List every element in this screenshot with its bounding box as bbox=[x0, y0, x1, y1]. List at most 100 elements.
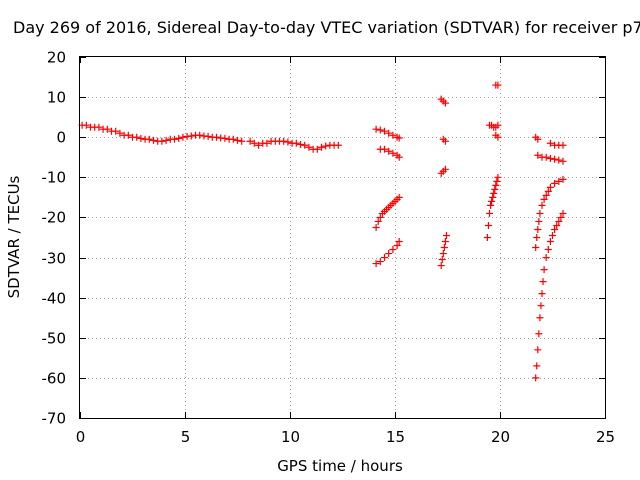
data-point bbox=[116, 129, 124, 137]
data-point bbox=[395, 134, 403, 142]
series-arc-8 bbox=[439, 135, 449, 145]
x-tick-label: 5 bbox=[181, 428, 191, 446]
data-point bbox=[542, 153, 550, 161]
y-axis-label: SDTVAR / TECUs bbox=[5, 175, 23, 298]
data-point bbox=[213, 133, 220, 141]
data-point bbox=[95, 123, 103, 131]
x-tick-label: 20 bbox=[491, 428, 510, 446]
data-point bbox=[559, 157, 567, 165]
data-point bbox=[389, 149, 397, 157]
chart-title: Day 269 of 2016, Sidereal Day-to-day VTE… bbox=[13, 18, 640, 37]
x-tick-label: 0 bbox=[76, 428, 86, 446]
data-point bbox=[535, 217, 543, 225]
series-arc-15 bbox=[532, 133, 542, 143]
data-point bbox=[437, 262, 445, 270]
data-point bbox=[532, 374, 540, 382]
data-point bbox=[389, 246, 397, 254]
data-point bbox=[536, 314, 544, 322]
data-point bbox=[537, 302, 545, 310]
data-point bbox=[124, 131, 132, 139]
data-point bbox=[438, 256, 446, 264]
data-point bbox=[395, 153, 403, 161]
series-arc-7 bbox=[437, 95, 449, 107]
data-point bbox=[250, 139, 258, 147]
data-point bbox=[555, 217, 563, 225]
data-point bbox=[381, 127, 388, 135]
data-point bbox=[374, 217, 382, 225]
data-point bbox=[534, 346, 542, 354]
data-point bbox=[483, 234, 491, 241]
data-point bbox=[112, 127, 120, 135]
series-arc-5 bbox=[372, 193, 403, 231]
y-tick-label: -40 bbox=[42, 290, 67, 308]
data-point bbox=[334, 141, 342, 149]
data-point bbox=[246, 137, 254, 145]
data-point bbox=[372, 125, 380, 133]
data-point bbox=[544, 187, 552, 195]
data-point bbox=[280, 137, 288, 145]
x-tick-label: 25 bbox=[596, 428, 615, 446]
series-arc-17 bbox=[546, 139, 567, 149]
data-point bbox=[385, 250, 393, 258]
data-point bbox=[539, 278, 547, 286]
data-point bbox=[536, 209, 544, 217]
data-point bbox=[376, 258, 384, 266]
data-point bbox=[441, 165, 449, 173]
data-point bbox=[494, 173, 502, 181]
data-point bbox=[376, 126, 384, 134]
series-arc-14 bbox=[483, 173, 502, 241]
data-point bbox=[559, 209, 567, 217]
data-point bbox=[395, 193, 403, 201]
data-point bbox=[493, 177, 501, 185]
x-tick-label: 15 bbox=[386, 428, 405, 446]
data-point bbox=[546, 154, 554, 162]
data-point bbox=[313, 145, 321, 153]
data-point bbox=[389, 131, 397, 139]
data-point bbox=[162, 136, 170, 144]
data-point bbox=[393, 242, 401, 250]
data-point bbox=[385, 147, 393, 155]
data-point bbox=[494, 81, 502, 89]
data-point bbox=[322, 142, 330, 150]
data-point bbox=[488, 197, 496, 205]
data-point bbox=[255, 141, 262, 149]
data-point bbox=[533, 234, 541, 241]
data-point bbox=[372, 223, 380, 231]
y-tick-label: -50 bbox=[42, 330, 67, 348]
data-point bbox=[538, 201, 546, 209]
data-point bbox=[440, 244, 448, 252]
data-point bbox=[494, 133, 502, 141]
data-point bbox=[150, 136, 157, 144]
data-point bbox=[133, 133, 141, 141]
data-point bbox=[492, 181, 500, 189]
x-tick-label: 10 bbox=[281, 428, 300, 446]
data-point bbox=[484, 221, 492, 229]
data-point bbox=[381, 145, 388, 153]
series-arc-11 bbox=[492, 81, 502, 89]
data-point bbox=[546, 183, 554, 191]
data-point bbox=[441, 137, 449, 145]
data-point bbox=[540, 195, 548, 203]
data-point bbox=[549, 231, 556, 239]
data-point bbox=[318, 143, 325, 151]
y-tick-label: -70 bbox=[42, 410, 67, 428]
data-point bbox=[301, 141, 309, 149]
data-point bbox=[559, 175, 567, 183]
data-point bbox=[551, 155, 559, 163]
series-arc-19 bbox=[532, 209, 567, 382]
data-point bbox=[542, 191, 550, 199]
data-points bbox=[78, 81, 567, 382]
y-tick-label: -60 bbox=[42, 370, 67, 388]
data-point bbox=[534, 225, 542, 233]
series-arc-3 bbox=[372, 125, 403, 142]
data-point bbox=[145, 135, 153, 143]
data-point bbox=[234, 136, 241, 144]
y-tick-label: 10 bbox=[47, 89, 66, 107]
data-point bbox=[532, 244, 540, 252]
data-point bbox=[381, 254, 388, 262]
data-point bbox=[533, 362, 541, 370]
data-point bbox=[489, 193, 497, 201]
data-point bbox=[557, 213, 565, 221]
data-point bbox=[494, 121, 502, 129]
